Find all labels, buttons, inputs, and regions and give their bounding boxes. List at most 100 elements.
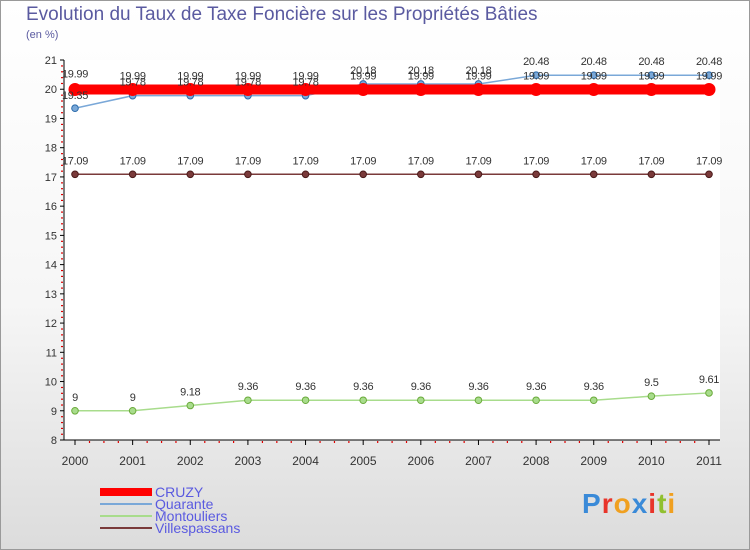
data-label-villespassans: 17.09	[523, 155, 549, 167]
x-minor-tick	[175, 441, 177, 443]
y-tick-label: 20	[45, 84, 57, 96]
legend-swatch-quarante	[100, 503, 152, 505]
data-point-montouliers	[647, 392, 656, 400]
data-point-montouliers	[128, 406, 137, 415]
data-point-villespassans	[359, 170, 367, 179]
x-minor-tick	[492, 441, 494, 443]
y-minor-tick	[61, 223, 63, 225]
y-minor-tick	[61, 357, 63, 359]
y-tick-label: 21	[45, 55, 57, 67]
y-minor-tick	[61, 112, 63, 114]
x-minor-tick	[333, 441, 336, 443]
y-minor-tick	[61, 316, 63, 318]
x-minor-tick	[88, 441, 91, 443]
data-label-villespassans: 17.09	[293, 155, 319, 167]
x-minor-tick	[405, 441, 408, 443]
data-point-cruzy	[414, 83, 428, 97]
legend-label-montouliers: Montouliers	[155, 508, 227, 524]
legend-label-quarante: Quarante	[155, 496, 214, 512]
y-minor-tick	[61, 404, 63, 406]
data-point-cruzy	[471, 83, 485, 97]
x-minor-tick	[204, 441, 206, 443]
x-minor-tick	[319, 441, 321, 443]
data-label-quarante: 19.35	[62, 90, 88, 102]
x-minor-tick	[521, 441, 523, 443]
data-point-quarante	[71, 104, 79, 113]
x-minor-tick	[622, 441, 624, 443]
y-minor-tick	[61, 217, 63, 219]
y-minor-tick	[61, 82, 63, 85]
x-minor-tick	[117, 441, 119, 443]
data-point-cruzy	[356, 83, 370, 97]
y-minor-tick	[61, 199, 63, 202]
legend-label-cruzy: CRUZY	[155, 484, 204, 500]
x-minor-tick	[261, 441, 264, 443]
y-minor-tick	[61, 328, 63, 330]
x-minor-tick	[276, 441, 278, 443]
x-minor-tick	[506, 441, 508, 443]
y-minor-tick	[61, 433, 63, 435]
data-point-cruzy	[299, 83, 313, 97]
data-label-villespassans: 17.09	[62, 155, 88, 167]
y-minor-tick	[61, 71, 63, 73]
y-minor-tick	[61, 252, 63, 254]
data-point-quarante	[532, 71, 540, 79]
data-label-villespassans: 17.09	[696, 155, 722, 167]
y-minor-tick	[61, 299, 63, 301]
legend-swatch-villespassans	[100, 527, 152, 529]
data-label-villespassans: 17.09	[408, 155, 434, 167]
data-label-villespassans: 17.09	[235, 155, 261, 167]
x-tick-label: 2004	[292, 454, 319, 468]
y-minor-tick	[61, 340, 63, 342]
data-point-cruzy	[183, 83, 197, 97]
y-minor-tick	[61, 427, 63, 430]
data-label-montouliers: 9.36	[295, 381, 315, 393]
y-tick-label: 16	[45, 201, 57, 213]
x-tick-label: 2005	[350, 454, 377, 468]
y-minor-tick	[61, 65, 63, 67]
y-tick-label: 12	[45, 318, 57, 330]
y-minor-tick	[61, 416, 63, 418]
y-minor-tick	[61, 77, 63, 79]
data-label-villespassans: 17.09	[581, 155, 607, 167]
x-tick-label: 2001	[119, 454, 146, 468]
data-label-montouliers: 9.36	[526, 381, 546, 393]
data-point-montouliers	[705, 389, 713, 397]
data-point-montouliers	[589, 396, 598, 405]
y-minor-tick	[61, 240, 63, 242]
y-tick-label: 14	[45, 260, 57, 272]
data-label-montouliers: 9.36	[411, 381, 431, 393]
data-label-cruzy: 19.99	[408, 71, 434, 83]
y-minor-tick	[61, 193, 63, 196]
legend-swatch-montouliers	[100, 515, 152, 517]
data-point-montouliers	[301, 396, 310, 405]
y-minor-tick	[61, 392, 63, 394]
y-tick-label: 13	[45, 289, 57, 301]
data-point-cruzy	[644, 83, 658, 97]
y-minor-tick	[61, 182, 63, 184]
data-point-villespassans	[647, 170, 656, 179]
data-label-quarante: 20.18	[465, 65, 491, 77]
x-minor-tick	[463, 441, 465, 443]
y-minor-tick	[61, 310, 63, 313]
x-minor-tick	[290, 441, 292, 443]
x-minor-tick	[550, 441, 552, 443]
data-point-villespassans	[186, 170, 195, 179]
data-point-cruzy	[587, 83, 601, 97]
x-minor-tick	[218, 441, 220, 443]
data-label-villespassans: 17.09	[120, 155, 146, 167]
data-label-montouliers: 9.5	[644, 377, 659, 389]
data-label-montouliers: 9	[72, 392, 78, 404]
data-label-quarante: 20.18	[350, 65, 376, 77]
x-tick-label: 2007	[465, 454, 492, 468]
logo-letter: o	[613, 488, 632, 519]
y-minor-tick	[61, 94, 63, 96]
data-point-quarante	[705, 71, 713, 79]
y-tick-label: 18	[45, 143, 57, 155]
y-minor-tick	[61, 345, 63, 348]
y-minor-tick	[61, 164, 63, 166]
y-minor-tick	[61, 334, 63, 336]
data-label-cruzy: 19.99	[523, 71, 549, 83]
y-minor-tick	[61, 421, 63, 424]
data-label-montouliers: 9.36	[238, 381, 258, 393]
